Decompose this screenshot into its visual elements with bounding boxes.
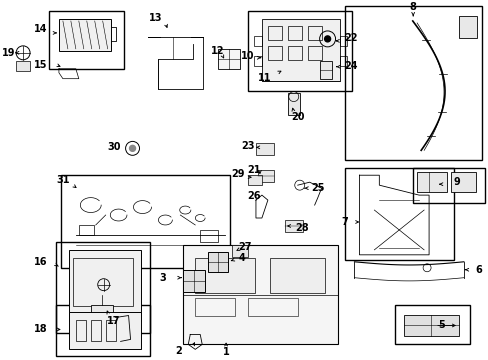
Bar bbox=[412, 168, 484, 203]
Bar bbox=[49, 11, 123, 69]
Bar bbox=[257, 170, 273, 182]
Text: 8: 8 bbox=[409, 2, 416, 12]
Text: 25: 25 bbox=[310, 183, 324, 193]
Text: 17: 17 bbox=[107, 316, 120, 327]
Bar bbox=[344, 168, 453, 260]
Text: 10: 10 bbox=[241, 51, 254, 61]
Bar bbox=[91, 320, 101, 341]
Bar bbox=[394, 305, 469, 345]
Bar bbox=[183, 245, 337, 345]
Text: 19: 19 bbox=[2, 48, 16, 58]
Bar bbox=[255, 143, 273, 155]
Text: 2: 2 bbox=[175, 346, 182, 356]
Text: 24: 24 bbox=[344, 61, 358, 71]
Text: 6: 6 bbox=[474, 265, 481, 275]
Circle shape bbox=[129, 145, 135, 151]
Text: 5: 5 bbox=[438, 320, 445, 330]
Bar bbox=[253, 36, 262, 46]
Bar bbox=[69, 250, 140, 321]
Bar bbox=[307, 26, 321, 40]
Bar bbox=[195, 298, 235, 315]
Bar bbox=[105, 320, 115, 341]
Bar bbox=[200, 230, 218, 242]
Text: 12: 12 bbox=[211, 46, 224, 56]
Bar bbox=[69, 311, 140, 349]
Text: 29: 29 bbox=[231, 169, 244, 179]
Bar bbox=[267, 26, 281, 40]
Bar bbox=[56, 242, 150, 333]
Text: 7: 7 bbox=[341, 217, 347, 227]
Text: 31: 31 bbox=[56, 175, 69, 185]
Bar bbox=[287, 93, 299, 114]
Bar bbox=[262, 19, 339, 81]
Text: 1: 1 bbox=[222, 347, 229, 357]
Bar bbox=[247, 298, 297, 315]
Bar bbox=[267, 46, 281, 60]
Bar bbox=[76, 320, 85, 341]
Text: 28: 28 bbox=[294, 223, 308, 233]
Bar bbox=[218, 49, 240, 69]
Text: 18: 18 bbox=[34, 324, 48, 334]
Bar bbox=[247, 11, 352, 91]
Bar bbox=[253, 56, 262, 66]
Text: 20: 20 bbox=[290, 112, 304, 122]
Bar bbox=[61, 175, 229, 268]
Text: 23: 23 bbox=[241, 141, 254, 151]
Bar bbox=[195, 258, 254, 293]
Text: 16: 16 bbox=[34, 257, 48, 267]
Text: 11: 11 bbox=[258, 73, 271, 83]
Bar bbox=[73, 258, 132, 306]
Bar bbox=[284, 220, 302, 232]
Bar bbox=[269, 258, 324, 293]
Text: 9: 9 bbox=[453, 177, 459, 187]
Text: 27: 27 bbox=[238, 242, 251, 252]
Text: 22: 22 bbox=[344, 33, 358, 43]
Bar bbox=[339, 56, 347, 66]
Bar bbox=[339, 36, 347, 46]
Bar bbox=[458, 16, 476, 38]
Text: 21: 21 bbox=[247, 165, 260, 175]
Bar bbox=[416, 172, 446, 192]
Bar bbox=[287, 46, 301, 60]
Bar bbox=[287, 26, 301, 40]
Bar bbox=[307, 46, 321, 60]
Text: 4: 4 bbox=[238, 253, 245, 263]
Text: 15: 15 bbox=[34, 60, 48, 70]
Bar bbox=[232, 245, 247, 257]
Bar bbox=[208, 252, 227, 272]
Bar bbox=[56, 305, 150, 356]
Bar bbox=[404, 315, 458, 336]
Bar bbox=[450, 172, 475, 192]
Bar bbox=[79, 225, 94, 235]
Bar bbox=[344, 6, 481, 160]
Bar bbox=[59, 19, 110, 51]
Bar bbox=[183, 270, 205, 292]
Text: 30: 30 bbox=[107, 142, 120, 152]
Bar bbox=[247, 175, 262, 185]
Bar bbox=[319, 61, 331, 79]
Bar bbox=[16, 61, 30, 71]
Bar bbox=[91, 305, 112, 320]
Text: 26: 26 bbox=[247, 191, 260, 201]
Circle shape bbox=[324, 36, 330, 42]
Text: 14: 14 bbox=[34, 24, 48, 34]
Text: 3: 3 bbox=[159, 273, 165, 283]
Text: 13: 13 bbox=[148, 13, 162, 23]
